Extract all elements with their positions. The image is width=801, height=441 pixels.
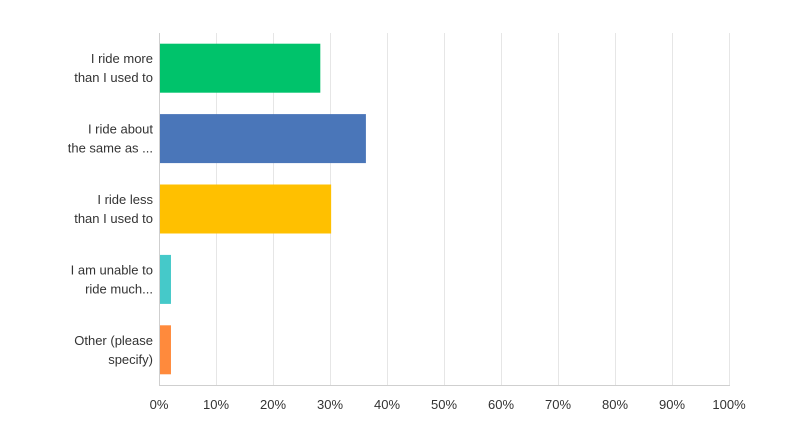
x-tick-label: 20% [260, 397, 286, 412]
category-label-line: Other (please [74, 333, 153, 348]
category-label: I ride more than I used to [74, 51, 153, 85]
x-tick-label: 40% [374, 397, 400, 412]
category-label-line: ride much... [85, 281, 153, 296]
x-tick-label: 30% [317, 397, 343, 412]
bar [160, 184, 332, 234]
category-label: I am unable to ride much... [71, 262, 153, 296]
x-tick-label: 0% [150, 397, 169, 412]
bar [160, 254, 171, 304]
bar [160, 325, 171, 375]
bar [160, 43, 321, 93]
x-tick-label: 90% [659, 397, 685, 412]
x-tick-label: 10% [203, 397, 229, 412]
category-label-line: I ride about [88, 122, 153, 137]
category-labels: I ride more than I used to I ride about the… [68, 51, 154, 367]
x-tick-label: 100% [712, 397, 746, 412]
category-label: Other (please specify) [74, 333, 153, 367]
x-tick-label: 70% [545, 397, 571, 412]
category-label-line: I ride less [97, 192, 153, 207]
category-label-line: specify) [108, 352, 153, 367]
bar [160, 114, 366, 164]
bars [160, 43, 366, 375]
category-label-line: I am unable to [71, 262, 153, 277]
x-tick-label: 50% [431, 397, 457, 412]
category-label: I ride about the same as ... [68, 122, 154, 156]
x-tick-labels: 0% 10% 20% 30% 40% 50% 60% 70% 80% 90% 100% [150, 397, 746, 412]
category-label-line: than I used to [74, 211, 153, 226]
x-tick-label: 60% [488, 397, 514, 412]
category-label-line: I ride more [91, 51, 153, 66]
x-tick-label: 80% [602, 397, 628, 412]
category-label: I ride less than I used to [74, 192, 153, 226]
category-label-line: the same as ... [68, 141, 153, 156]
category-label-line: than I used to [74, 70, 153, 85]
